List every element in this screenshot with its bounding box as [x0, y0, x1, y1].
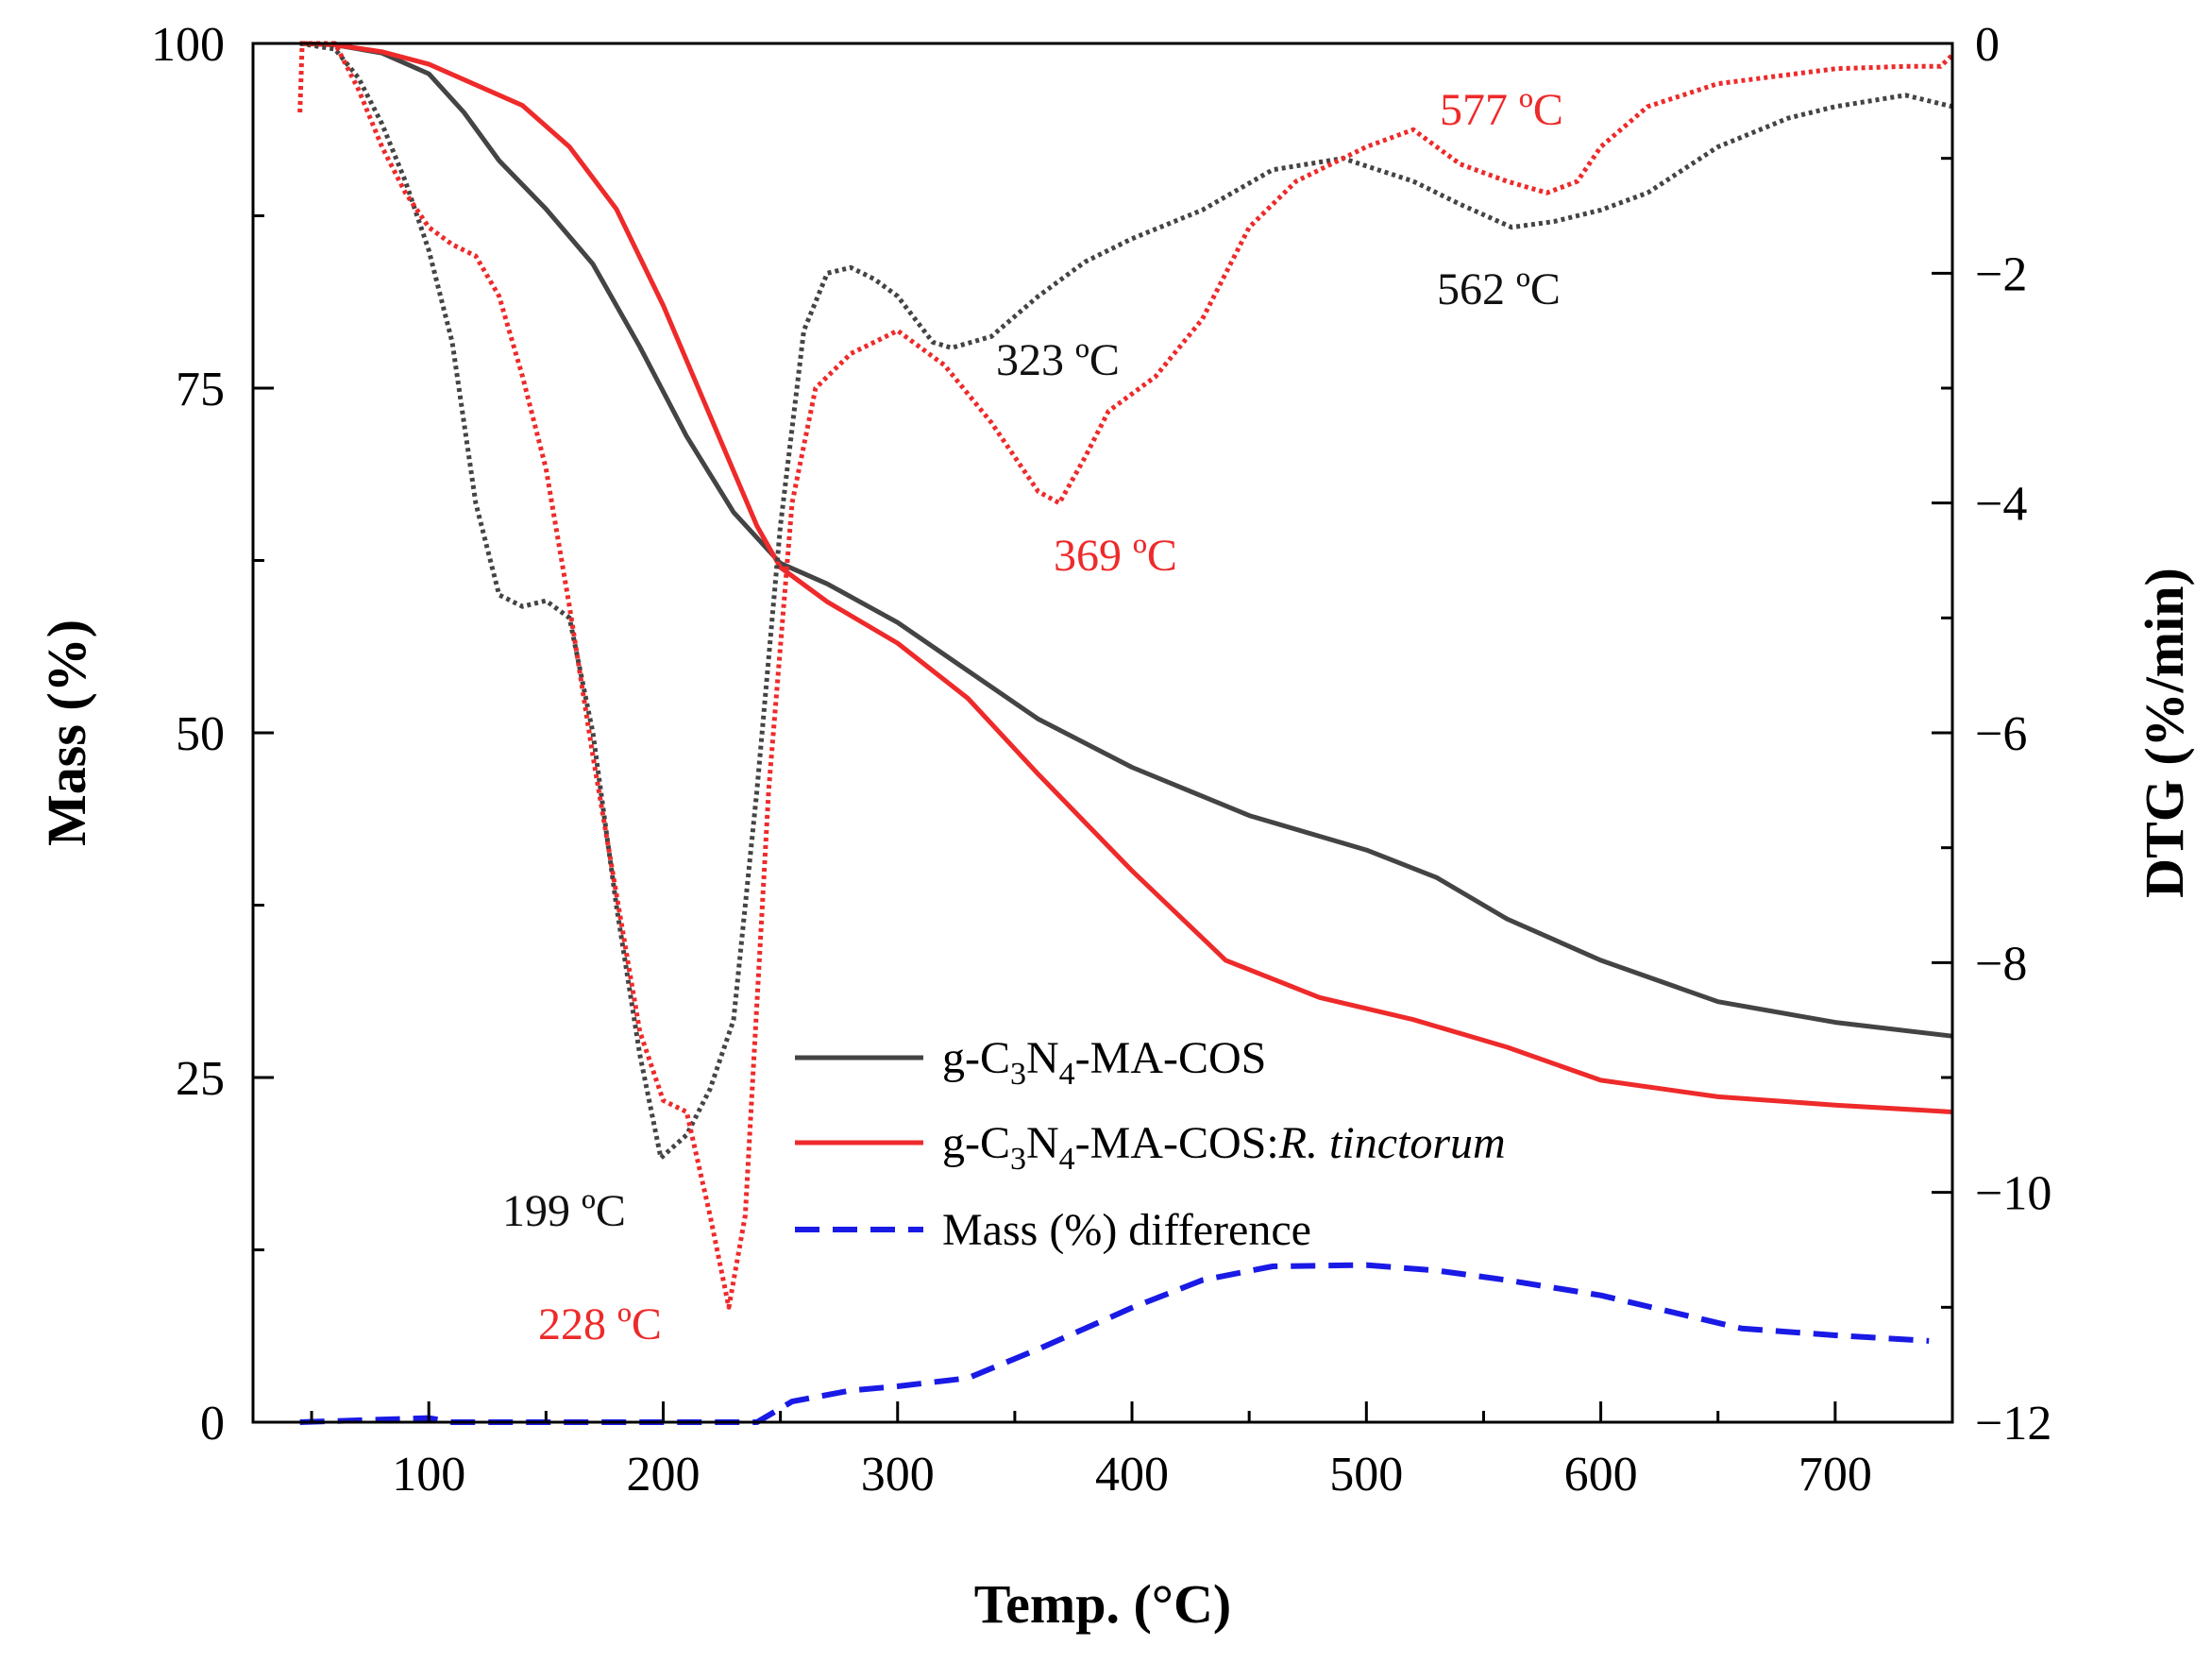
- series-line-s3: [299, 1262, 1930, 1425]
- x-tick-label: 400: [1095, 1448, 1169, 1502]
- y-right-tick-label: −10: [1975, 1167, 2052, 1221]
- x-axis-title: Temp. (°C): [974, 1573, 1231, 1635]
- series-layer: [297, 41, 1954, 1425]
- legend-label-s2: g-C3N4-MA-COS:R. tinctorum: [942, 1118, 1506, 1177]
- annotation-323: 323 ºC: [996, 335, 1120, 385]
- series-line-s1_dtg: [299, 41, 1953, 1161]
- legend: g-C3N4-MA-COS g-C3N4-MA-COS:R. tinctorum…: [795, 1033, 1506, 1255]
- annotation-369: 369 ºC: [1054, 531, 1177, 581]
- y-right-tick-label: −4: [1975, 478, 2027, 532]
- y-left-tick-label: 75: [176, 363, 225, 416]
- x-tick-label: 600: [1564, 1448, 1638, 1502]
- y-right-tick-label: 0: [1975, 18, 2000, 72]
- x-tick-label: 200: [626, 1448, 700, 1502]
- legend-label-s3: Mass (%) difference: [942, 1205, 1311, 1255]
- x-tick-label: 300: [861, 1448, 935, 1502]
- y-left-tick-label: 25: [176, 1052, 225, 1106]
- annotation-199: 199 ºC: [502, 1186, 626, 1236]
- y-axis-title-left: Mass (%): [36, 619, 97, 846]
- ticks-layer: 100 200 300 400 500 600 700 0 25 50 75 100 0 −2 −4 −6 −8…: [151, 18, 2052, 1502]
- x-tick-label: 500: [1329, 1448, 1403, 1502]
- y-axis-title-right: DTG (%/min): [2134, 568, 2195, 898]
- series-line-s2_dtg: [297, 41, 1954, 1310]
- y-left-tick-label: 50: [176, 707, 225, 761]
- annotation-562: 562 ºC: [1437, 264, 1561, 314]
- annotation-577: 577 ºC: [1440, 85, 1563, 135]
- y-left-tick-label: 0: [200, 1397, 225, 1451]
- y-left-tick-label: 100: [151, 18, 225, 72]
- annotation-228: 228 ºC: [538, 1299, 662, 1349]
- x-tick-label: 700: [1798, 1448, 1872, 1502]
- y-right-tick-label: −2: [1975, 247, 2027, 301]
- series-line-s1: [299, 41, 1953, 1039]
- y-right-tick-label: −6: [1975, 707, 2027, 761]
- y-right-tick-label: −12: [1975, 1397, 2052, 1451]
- y-right-tick-label: −8: [1975, 937, 2027, 991]
- series-line-s2: [299, 41, 1953, 1114]
- x-tick-label: 100: [392, 1448, 465, 1502]
- legend-label-s1: g-C3N4-MA-COS: [942, 1033, 1266, 1092]
